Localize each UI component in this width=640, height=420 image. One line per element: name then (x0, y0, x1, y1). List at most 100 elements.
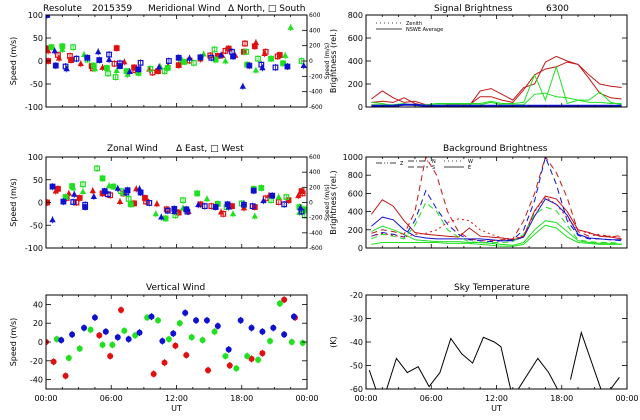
skytemp-ytick-label: -40 (350, 338, 363, 347)
vertical-point-green (155, 317, 162, 324)
vertical-point-green (233, 365, 240, 372)
vertical-point-blue (148, 313, 155, 320)
background-legend-label: N (432, 159, 436, 165)
signal-ytick-label: 0 (358, 103, 363, 112)
zonal-right-ytick-label: 600 (309, 154, 321, 161)
skytemp-xtick-label: 06:00 (420, 394, 443, 403)
vertical-title: Vertical Wind (146, 283, 205, 293)
vertical-ytick-label: -40 (30, 376, 43, 385)
zonal-ytick-label: 100 (28, 153, 43, 162)
zonal-wind-panel: Zonal Wind Δ East, □ West 100 50 0 -50 -100 6… (9, 144, 331, 253)
signal-legend-label: NSWE Average (406, 27, 443, 33)
signal-ytick-label: 400 (348, 57, 363, 66)
vertical-point-green (288, 339, 295, 345)
zonal-right-ytick-label: -200 (309, 215, 323, 222)
zonal-right-ytick-label: 200 (309, 184, 321, 191)
vertical-ytick-label: 20 (33, 319, 43, 328)
meridional-ytick-label: 100 (28, 11, 43, 20)
background-line-green-dashed (371, 201, 622, 244)
skytemp-plot-area (368, 330, 620, 389)
background-ylabel: Brightness (rel.) (329, 170, 338, 234)
signal-line-red-lower (371, 61, 622, 107)
vertical-point-blue (69, 331, 76, 338)
site-label: Resolute (43, 4, 82, 14)
vertical-point-blue (170, 330, 177, 337)
meridional-right-ytick-label: 400 (309, 27, 321, 34)
meridional-ytick-label: -50 (30, 80, 43, 89)
zonal-ytick-label: 0 (38, 199, 43, 208)
vertical-point-red (281, 296, 288, 303)
signal-brightness-panel: Signal Brightness 6300 800 600 400 200 0 Brig… (329, 4, 628, 112)
zonal-right-ytick-label: -400 (309, 230, 323, 237)
zonal-ytick-label: 50 (33, 176, 43, 185)
background-brightness-panel: Background Brightness 1000 800 600 400 200 0 B… (329, 144, 628, 253)
meridional-right-ytick-label: -400 (309, 89, 323, 96)
meridional-right-ylabel: Speed (m/s) (324, 43, 331, 79)
skytemp-line-sky (517, 357, 558, 389)
vertical-ylabel: Speed (m/s) (9, 318, 18, 367)
meridional-right-ytick-label: -600 (309, 104, 323, 111)
skytemp-frame (365, 294, 628, 390)
vertical-point-blue (182, 309, 189, 316)
skytemp-xtick-label: 00:00 (354, 394, 377, 403)
skytemp-line-sky (386, 336, 512, 389)
skytemp-ytick-label: -50 (350, 362, 363, 371)
background-ytick-label: 200 (348, 226, 363, 235)
vertical-point-blue (281, 331, 288, 338)
signal-ytick-label: 800 (348, 11, 363, 20)
vertical-point-red (150, 370, 157, 377)
vertical-point-blue (248, 324, 255, 331)
vertical-point-blue (125, 336, 132, 343)
background-plot-area (371, 157, 622, 247)
vertical-point-green (65, 354, 72, 361)
vertical-point-blue (225, 346, 232, 353)
background-ytick-label: 400 (348, 208, 363, 217)
meridional-right-ytick-label: 600 (309, 12, 321, 19)
signal-ytick-label: 200 (348, 80, 363, 89)
background-title: Background Brightness (443, 144, 548, 154)
vertical-point-green (132, 332, 139, 339)
background-line-blue-solid (371, 198, 622, 242)
vertical-xtick-label: 12:00 (165, 394, 188, 403)
vertical-xtick-label: 06:00 (100, 394, 123, 403)
meridional-title: Meridional Wind (148, 4, 220, 14)
skytemp-ytick-label: -20 (350, 291, 363, 300)
vertical-point-green (109, 341, 116, 348)
vertical-point-green (255, 356, 262, 363)
vertical-xtick-label: 18:00 (230, 394, 253, 403)
background-line-green-flat (371, 224, 622, 247)
zonal-ytick-label: -100 (25, 244, 43, 253)
meridional-plot-area (46, 15, 307, 90)
vertical-point-red (161, 359, 168, 366)
vertical-point-green (299, 339, 306, 346)
vertical-point-red (248, 355, 255, 362)
background-legend-label: E (468, 165, 471, 171)
vertical-point-red (259, 350, 266, 357)
vertical-point-green (211, 328, 218, 335)
vertical-point-green (222, 353, 229, 360)
vertical-ytick-label: 40 (33, 300, 43, 309)
vertical-point-green (165, 336, 172, 343)
vertical-plot-area (46, 296, 306, 380)
skytemp-xtick-label: 00:00 (615, 394, 638, 403)
background-ytick-label: 800 (348, 171, 363, 180)
vertical-point-green (188, 334, 195, 341)
vertical-point-blue (136, 329, 143, 336)
vertical-xtick-label: 00:00 (34, 394, 57, 403)
skytemp-line-sky (610, 377, 620, 389)
meridional-ylabel: Speed (m/s) (9, 37, 18, 86)
background-legend-label: Z (400, 161, 404, 167)
skytemp-xtick-label: 18:00 (550, 394, 573, 403)
skytemp-line-sky (368, 370, 377, 389)
vertical-point-blue (159, 338, 166, 345)
signal-title: Signal Brightness (434, 4, 513, 14)
zonal-ylabel: Speed (m/s) (9, 178, 18, 227)
vertical-point-blue (114, 334, 121, 341)
vertical-point-blue (102, 328, 109, 335)
vertical-point-red (205, 367, 212, 374)
skytemp-ytick-label: -30 (350, 315, 363, 324)
zonal-right-ytick-label: -600 (309, 245, 323, 252)
meridional-ytick-label: 50 (33, 34, 43, 43)
vertical-point-red (62, 372, 69, 379)
